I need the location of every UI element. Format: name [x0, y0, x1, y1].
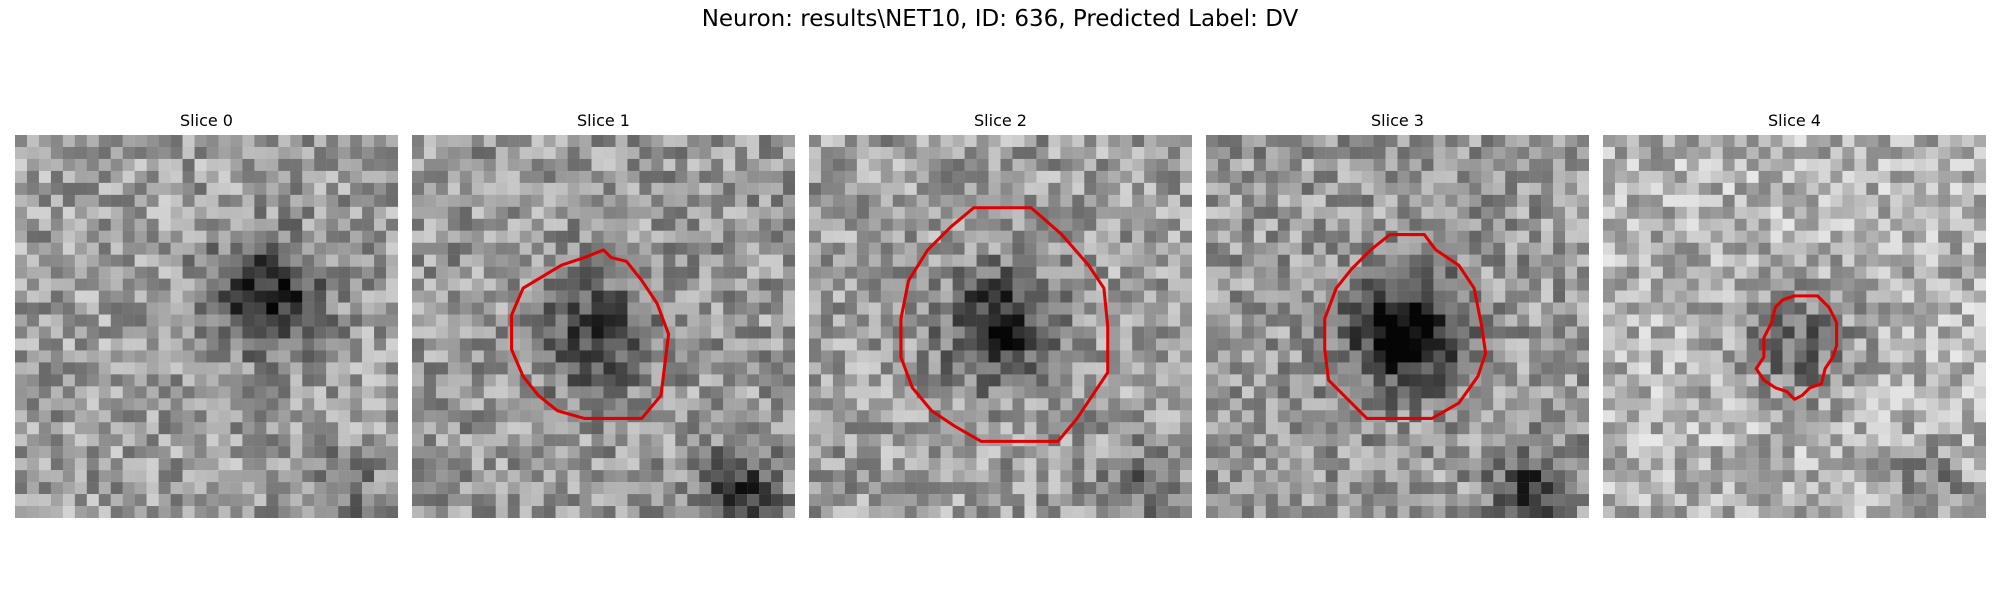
neuron-contour [1323, 233, 1488, 420]
neuron-contour [1754, 294, 1839, 401]
slice-panel-0: Slice 0 [15, 108, 398, 518]
slice-image [809, 135, 1192, 518]
slice-title: Slice 4 [1768, 111, 1821, 130]
neuron-contour [510, 248, 671, 420]
slice-panel-3: Slice 3 [1206, 108, 1589, 518]
slice-title: Slice 0 [180, 111, 233, 130]
slice-image [15, 135, 398, 518]
slice-panel-2: Slice 2 [809, 108, 1192, 518]
slice-image [1603, 135, 1986, 518]
slice-image [1206, 135, 1589, 518]
slice-title: Slice 1 [577, 111, 630, 130]
figure-title: Neuron: results\NET10, ID: 636, Predicte… [701, 6, 1299, 32]
slice-panel-1: Slice 1 [412, 108, 795, 518]
slice-title: Slice 2 [974, 111, 1027, 130]
neuron-contour [899, 206, 1110, 443]
slice-panel-4: Slice 4 [1603, 108, 1986, 518]
slice-image [412, 135, 795, 518]
slice-title: Slice 3 [1371, 111, 1424, 130]
